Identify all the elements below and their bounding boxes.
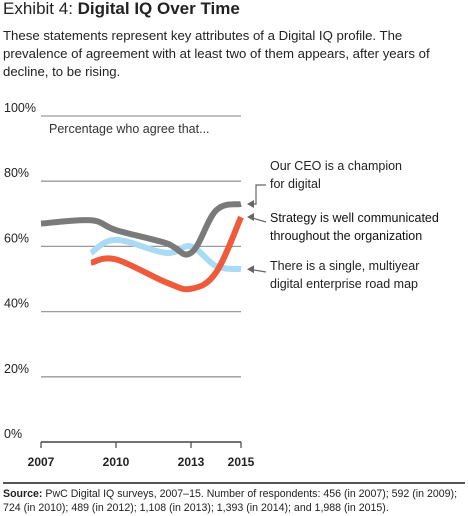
label-roadmap: digital enterprise road map	[270, 277, 418, 291]
annotation-background	[44, 117, 240, 139]
x-axis-labels: 2007 2010 2013 2015	[28, 455, 255, 469]
source-note: Source: PwC Digital IQ surveys, 2007–15.…	[3, 487, 468, 515]
label-strategy-communicated: throughout the organization	[270, 229, 422, 243]
series-strategy-communicated-line	[90, 215, 244, 293]
leader-line	[249, 184, 266, 205]
leader-arrowhead	[247, 265, 254, 274]
label-ceo-champion: Our CEO is a champion	[270, 159, 402, 173]
leader-arrowhead	[247, 200, 254, 209]
x-tick-label: 2010	[103, 455, 130, 469]
leader-layer	[247, 184, 267, 274]
y-tick-label: 0%	[4, 427, 22, 441]
label-ceo-champion: for digital	[270, 177, 321, 191]
y-tick-label: 100%	[4, 101, 36, 115]
exhibit-title: Exhibit 4: Digital IQ Over Time	[3, 0, 240, 19]
leader-arrowhead	[247, 213, 254, 222]
x-tick-label: 2007	[28, 455, 55, 469]
x-tick-label: 2013	[178, 455, 205, 469]
y-tick-label: 60%	[4, 231, 29, 245]
grid-layer	[40, 115, 242, 448]
annotation-box	[44, 117, 240, 139]
y-tick-label: 20%	[4, 362, 29, 376]
y-tick-label: 80%	[4, 166, 29, 180]
source-divider	[3, 482, 465, 484]
label-strategy-communicated: Strategy is well communicated	[270, 211, 439, 225]
y-axis-labels: 100% 80% 60% 40% 20% 0%	[4, 101, 36, 441]
y-tick-label: 40%	[4, 297, 29, 311]
series-layer	[40, 201, 244, 293]
exhibit-title-prefix: Exhibit 4:	[3, 0, 78, 18]
source-text: PwC Digital IQ surveys, 2007–15. Number …	[3, 488, 458, 514]
source-label: Source:	[3, 488, 43, 500]
chart-annotation: Percentage who agree that...	[49, 122, 210, 136]
series-labels: Our CEO is a champion for digital Strategy…	[270, 159, 439, 291]
line-chart: 100% 80% 60% 40% 20% 0% 2007 2010 2013 2015 Perc…	[4, 101, 439, 469]
label-roadmap: There is a single, multiyear	[270, 259, 419, 273]
chart-description: These statements represent key attribute…	[3, 28, 430, 79]
exhibit-title-main: Digital IQ Over Time	[77, 0, 240, 18]
series-ceo-champion-line	[40, 201, 242, 258]
x-tick-label: 2015	[228, 455, 255, 469]
